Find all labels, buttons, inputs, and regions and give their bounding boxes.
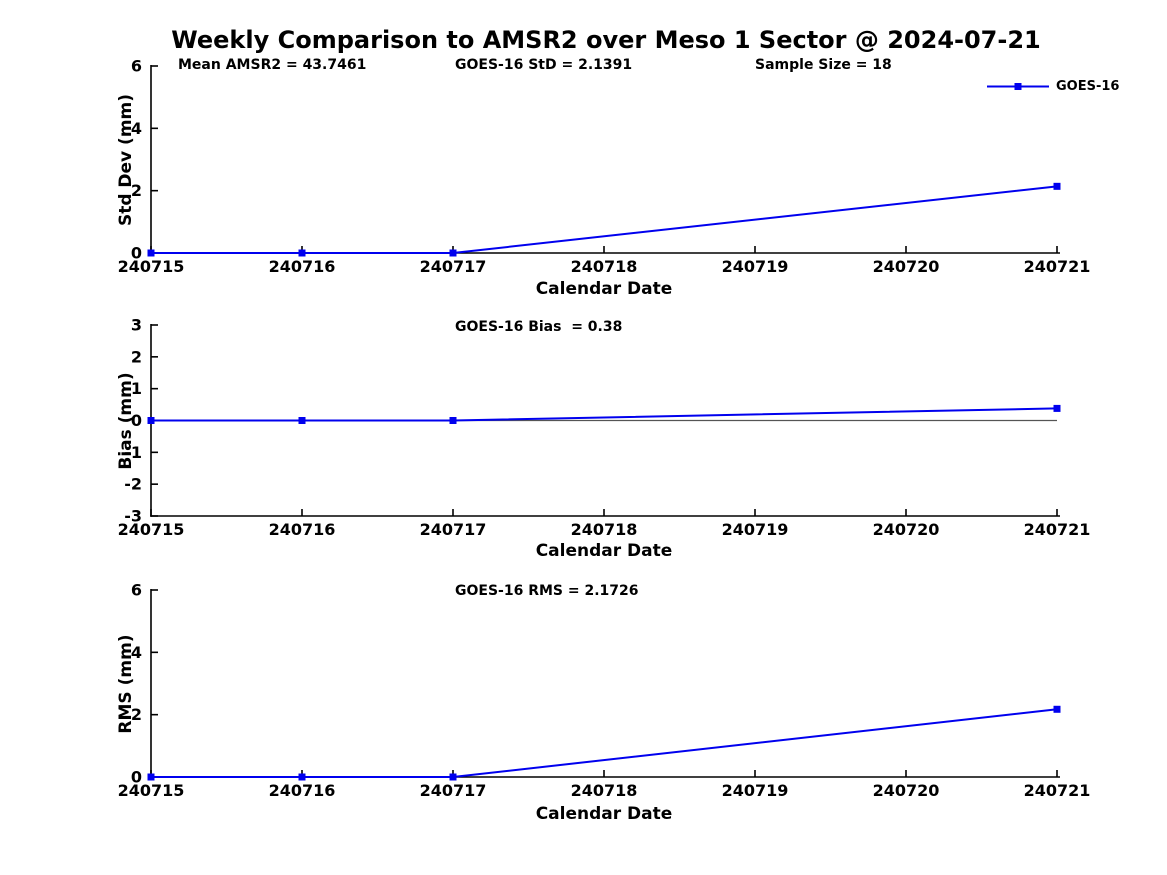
xlabel-calendar-date-3: Calendar Date bbox=[535, 804, 673, 824]
x-tick-label: 240719 bbox=[722, 781, 789, 800]
annotation-mean-amsr2: Mean AMSR2 = 43.7461 bbox=[178, 57, 367, 73]
x-tick-label: 240716 bbox=[269, 520, 336, 539]
data-point-marker bbox=[449, 773, 457, 781]
x-tick-label: 240715 bbox=[118, 781, 185, 800]
data-point-marker bbox=[449, 249, 457, 257]
data-point-marker bbox=[298, 417, 306, 424]
x-tick-label: 240715 bbox=[118, 257, 185, 276]
y-tick-label: 3 bbox=[131, 316, 142, 335]
legend: GOES-16 bbox=[987, 80, 1119, 93]
data-point-marker bbox=[1053, 182, 1061, 190]
annotation-sample-size: Sample Size = 18 bbox=[755, 57, 892, 73]
figure-title: Weekly Comparison to AMSR2 over Meso 1 S… bbox=[171, 26, 1041, 54]
x-tick-label: 240716 bbox=[269, 257, 336, 276]
data-line bbox=[151, 708, 1058, 778]
x-tick-label: 240720 bbox=[873, 520, 940, 539]
x-tick-label: 240721 bbox=[1024, 520, 1091, 539]
x-tick-label: 240721 bbox=[1024, 257, 1091, 276]
y-tick-label: 1 bbox=[131, 379, 142, 398]
y-tick-label: -2 bbox=[124, 475, 142, 494]
annotation-goes16-std: GOES-16 StD = 2.1391 bbox=[455, 57, 633, 73]
y-tick-label: 0 bbox=[131, 244, 142, 263]
y-tick-label: 4 bbox=[131, 119, 142, 138]
y-tick-label: 2 bbox=[131, 705, 142, 724]
x-tick-label: 240715 bbox=[118, 520, 185, 539]
legend-line-marker-icon bbox=[987, 83, 1049, 90]
xlabel-calendar-date-1: Calendar Date bbox=[535, 279, 673, 299]
legend-label: GOES-16 bbox=[1056, 79, 1120, 94]
y-tick-label: 2 bbox=[131, 181, 142, 200]
xlabel-calendar-date-2: Calendar Date bbox=[535, 541, 673, 561]
x-tick-label: 240721 bbox=[1024, 781, 1091, 800]
y-tick-label: 4 bbox=[131, 643, 142, 662]
x-tick-label: 240716 bbox=[269, 781, 336, 800]
x-tick-label: 240718 bbox=[571, 520, 638, 539]
y-tick-label: 2 bbox=[131, 347, 142, 366]
x-tick-label: 240717 bbox=[420, 257, 487, 276]
data-line bbox=[151, 185, 1058, 254]
x-tick-label: 240718 bbox=[571, 781, 638, 800]
data-point-marker bbox=[147, 773, 155, 781]
x-tick-label: 240719 bbox=[722, 520, 789, 539]
y-tick-label: 0 bbox=[131, 768, 142, 787]
data-point-marker bbox=[298, 249, 306, 257]
data-point-marker bbox=[1053, 404, 1061, 412]
x-tick-label: 240717 bbox=[420, 520, 487, 539]
data-point-marker bbox=[1053, 705, 1061, 713]
x-tick-label: 240719 bbox=[722, 257, 789, 276]
y-tick-label: 6 bbox=[131, 581, 142, 600]
x-tick-label: 240717 bbox=[420, 781, 487, 800]
annotation-goes16-rms: GOES-16 RMS = 2.1726 bbox=[455, 583, 639, 599]
y-tick-label: -3 bbox=[124, 507, 142, 526]
x-tick-label: 240720 bbox=[873, 781, 940, 800]
data-point-marker bbox=[147, 249, 155, 257]
data-point-marker bbox=[298, 773, 306, 781]
y-tick-label: 0 bbox=[131, 411, 142, 430]
data-line bbox=[151, 407, 1058, 422]
data-point-marker bbox=[147, 417, 155, 424]
x-tick-label: 240720 bbox=[873, 257, 940, 276]
annotation-goes16-bias: GOES-16 Bias = 0.38 bbox=[455, 319, 623, 335]
data-point-marker bbox=[449, 417, 457, 424]
y-tick-label: 6 bbox=[131, 57, 142, 76]
x-tick-label: 240718 bbox=[571, 257, 638, 276]
y-tick-label: -1 bbox=[124, 443, 142, 462]
